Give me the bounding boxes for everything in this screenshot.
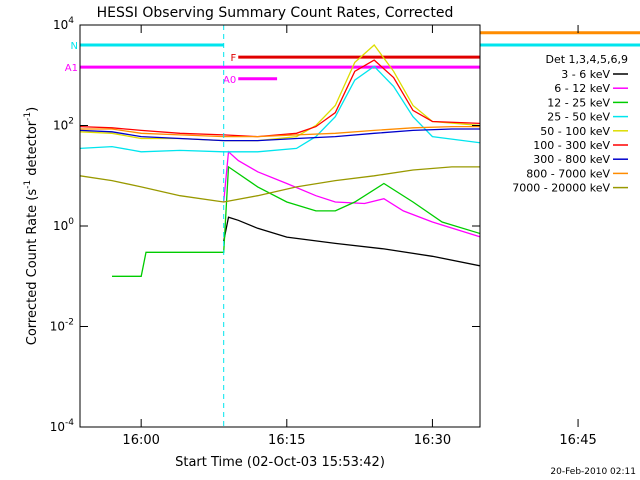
y-axis-label-sup2: -1 [23,112,33,121]
chart-title: HESSI Observing Summary Count Rates, Cor… [97,5,454,21]
series-layer [80,44,480,277]
y-axis-label-end: ) [25,107,40,112]
legend-label-7: 800 - 7000 keV [526,167,610,180]
x-axis-label: Start Time (02-Oct-03 15:53:42) [175,455,385,470]
series-line-5 [80,59,480,138]
x-tick-label-3: 16:45 [559,433,596,448]
series-line-0 [223,216,480,267]
legend-label-2: 12 - 25 keV [547,96,610,109]
series-line-7 [80,125,480,138]
footer-date: 20-Feb-2010 02:11 [550,467,636,477]
plot-frame [79,24,481,428]
y-tick-label-2: 100 [53,217,74,233]
series-line-8 [80,166,480,203]
flag-label-N: N [71,41,78,52]
flag-label-A1: A1 [65,63,78,74]
y-axis-label-main: Corrected Count Rate (s [25,189,40,346]
y-axis-label: Corrected Count Rate (s-1 detector-1) [23,107,40,345]
y-axis: 10-4 10-2 100 102 104 [50,16,480,434]
x-tick-label-1: 16:15 [268,433,305,448]
series-line-1 [223,150,480,238]
legend-label-6: 300 - 800 keV [533,153,610,166]
y-tick-label-0: 10-4 [50,418,75,434]
legend-label-0: 3 - 6 keV [561,68,610,81]
y-axis-label-mid: detector [25,120,40,180]
legend-label-8: 7000 - 20000 keV [512,182,610,195]
x-tick-label-0: 16:00 [122,433,159,448]
legend-label-1: 6 - 12 keV [554,82,610,95]
legend-label-3: 25 - 50 keV [547,111,610,124]
series-line-6 [80,128,480,142]
y-tick-label-3: 102 [53,117,74,133]
legend-label-4: 50 - 100 keV [540,125,610,138]
legend-title: Det 1,3,4,5,6,9 [545,53,628,66]
series-line-3 [80,65,480,153]
x-tick-label-2: 16:30 [414,433,451,448]
flag-label-F: F [230,53,236,64]
instrument-flags: NFA1A0S [65,31,640,86]
legend-label-5: 100 - 300 keV [533,139,610,152]
series-line-2 [112,165,480,277]
flag-label-A0: A0 [223,75,236,86]
y-tick-label-1: 10-2 [50,318,74,334]
y-axis-label-sup1: -1 [23,180,33,189]
y-tick-label-4: 104 [53,16,74,32]
